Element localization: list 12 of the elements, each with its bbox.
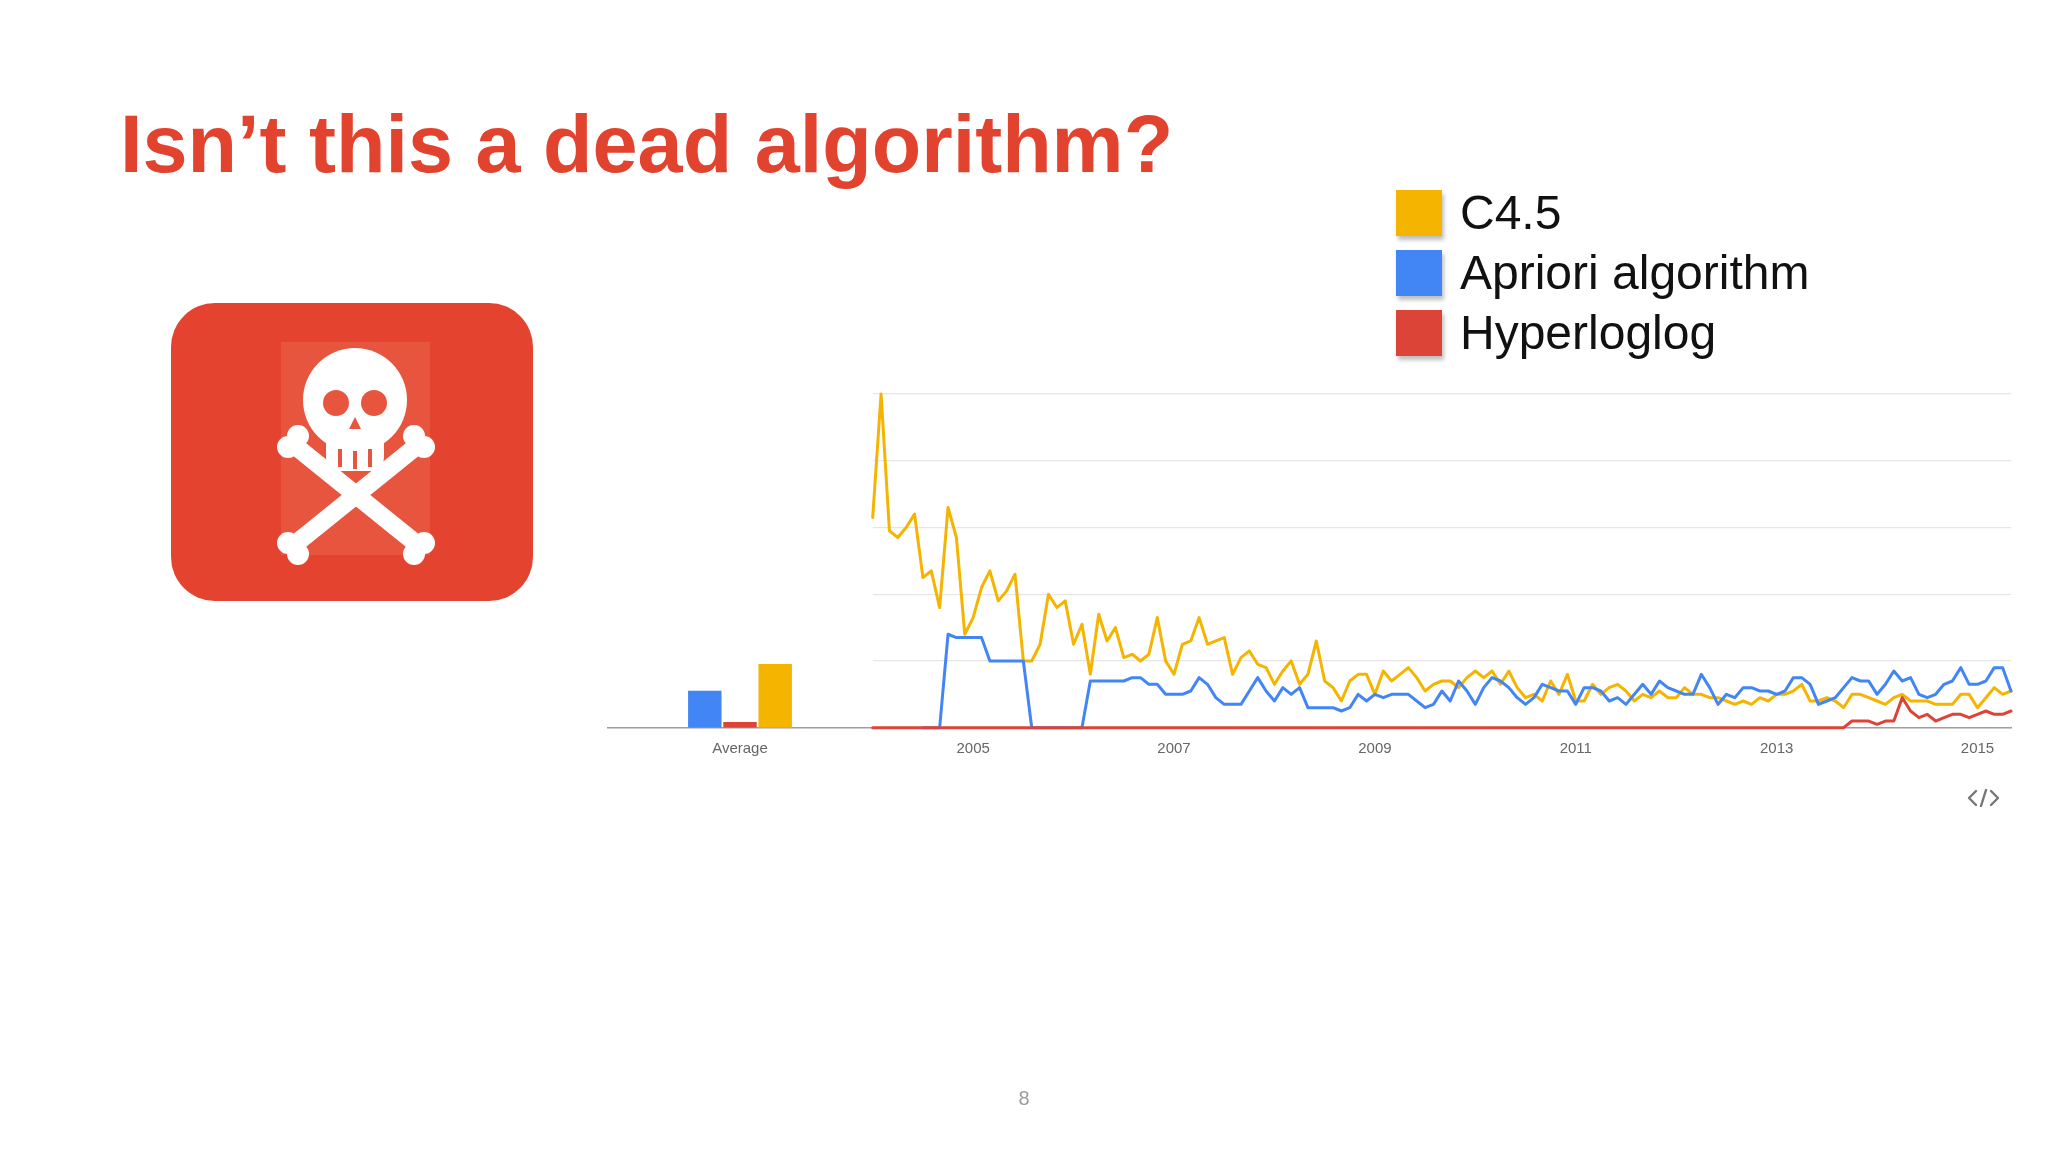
x-tick-label: 2005 <box>956 738 990 756</box>
x-tick-label: 2009 <box>1358 738 1392 756</box>
x-tick-label: 2013 <box>1759 738 1794 756</box>
x-tick-label: 2015 <box>1960 738 1995 756</box>
legend-label: Apriori algorithm <box>1460 245 1810 301</box>
x-tick-label: 2011 <box>1559 738 1592 756</box>
x-tick-label: 2007 <box>1157 738 1191 756</box>
legend-label: C4.5 <box>1460 185 1562 241</box>
text: 8 <box>1018 1086 1030 1110</box>
x-tick-label: Average <box>712 738 768 756</box>
legend-label: Hyperloglog <box>1460 305 1717 361</box>
chart-title: Isn’t this a dead algorithm? <box>120 99 1174 189</box>
